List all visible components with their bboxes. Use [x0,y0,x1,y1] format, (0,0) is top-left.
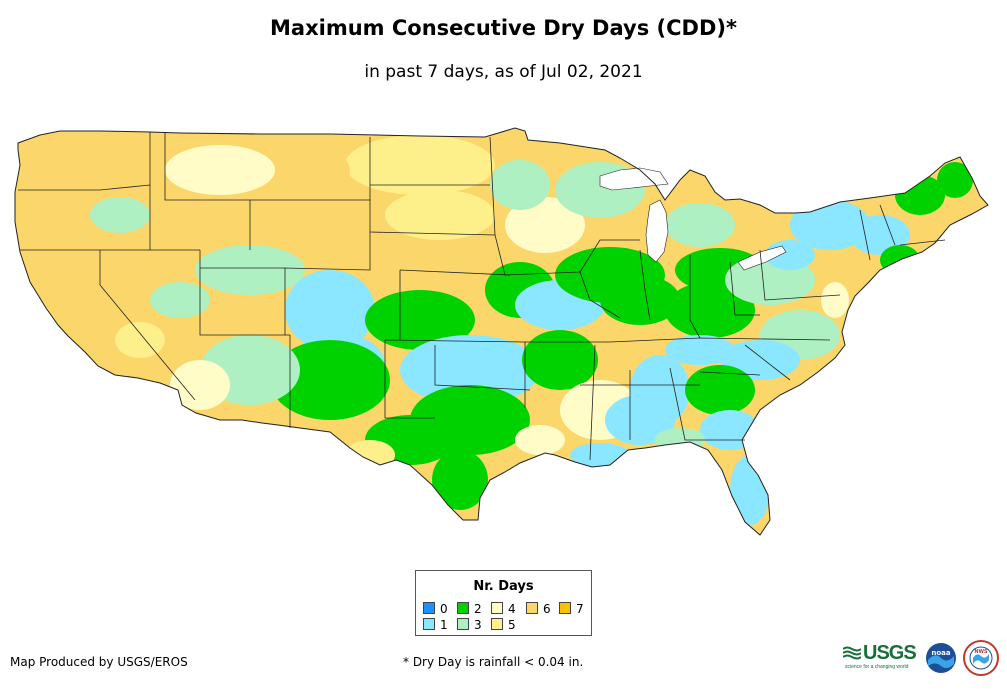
legend-item-2: 2 [457,602,482,616]
legend-swatch-2 [457,602,469,614]
legend-label: 0 [440,602,448,616]
dry-days-region [665,203,735,247]
dry-days-region [345,135,495,195]
nws-logo-text: NWS [974,649,988,655]
dry-days-region [432,450,488,510]
dry-days-region [505,197,585,253]
credit-text: Map Produced by USGS/EROS [10,655,188,669]
legend-item-5: 5 [491,618,516,632]
legend-item-3: 3 [457,618,482,632]
legend-label: 5 [508,618,516,632]
dry-days-region [165,145,275,195]
dry-days-region [730,455,770,525]
conus-dry-days-map [14,127,989,536]
map-subtitle: in past 7 days, as of Jul 02, 2021 [364,62,643,82]
legend-label: 1 [440,618,448,632]
legend-swatch-5 [491,618,503,630]
dry-days-region [270,340,390,420]
legend-swatch-7 [559,602,571,614]
dry-days-region [385,190,495,240]
legend-item-7: 7 [559,602,584,616]
dry-days-region [821,282,849,318]
dry-days-region [665,335,735,365]
legend-item-4: 4 [491,602,516,616]
legend-label: 6 [543,602,551,616]
dry-days-region [605,395,675,445]
noaa-logo-text: noaa [931,649,951,657]
dry-days-region [285,270,375,350]
usgs-logo-text: USGS [863,642,917,664]
legend-swatch-0 [423,602,435,614]
lake-michigan [645,199,669,263]
state-boundaries [18,132,946,461]
dry-days-region [522,330,598,390]
legend-swatch-3 [457,618,469,630]
dry-days-region [90,197,150,233]
nws-logo[interactable]: NWS [963,640,999,676]
map-title: Maximum Consecutive Dry Days (CDD)* [270,16,737,40]
legend-item-6: 6 [526,602,551,616]
dry-days-region [685,365,755,415]
dry-days-region [115,322,165,358]
usgs-tagline: science for a changing world [845,664,909,670]
noaa-logo[interactable]: noaa [925,642,957,674]
dry-days-region [600,275,680,325]
dry-days-region [190,198,270,242]
dry-days-region [365,290,475,350]
legend-label: 7 [576,602,584,616]
footnote-text: * Dry Day is rainfall < 0.04 in. [403,655,584,669]
legend-title: Nr. Days [473,579,534,594]
dry-days-region [250,145,350,195]
dry-days-region [345,440,395,470]
dry-days-region [937,162,973,198]
legend-label: 2 [474,602,482,616]
dry-days-region [150,282,210,318]
legend-item-0: 0 [423,602,448,616]
legend: Nr. Days 0 1 2 3 4 5 6 7 [415,570,592,636]
dry-days-region [170,360,230,410]
dry-days-region [515,425,565,455]
dry-days-region [490,160,550,210]
legend-item-1: 1 [423,618,448,632]
legend-label: 4 [508,602,516,616]
legend-label: 3 [474,618,482,632]
legend-swatch-4 [491,602,503,614]
dry-days-region [665,282,755,338]
lake-superior [599,167,669,191]
usgs-logo[interactable]: USGS [843,642,917,665]
usgs-waves-icon [843,646,861,660]
dry-days-region [700,410,760,450]
legend-swatch-6 [526,602,538,614]
legend-swatch-1 [423,618,435,630]
dry-days-region [195,245,305,295]
dry-days-region [245,197,375,253]
